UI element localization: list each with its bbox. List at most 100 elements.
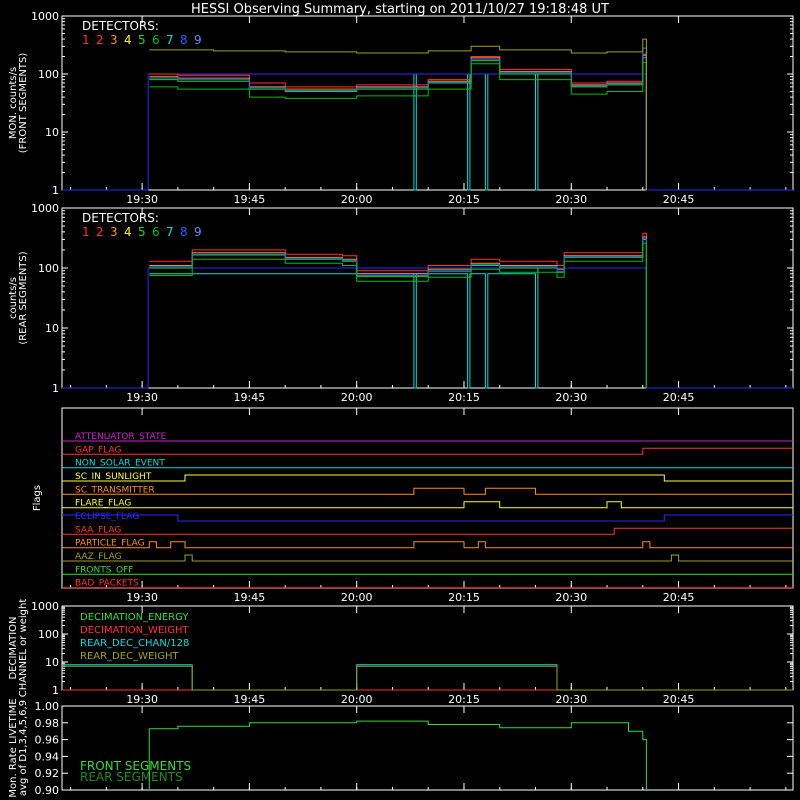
rear-xtick-label: 19:30 — [126, 391, 158, 404]
front-ylabel: (FRONT SEGMENTS) — [18, 53, 29, 154]
decimation-label: DECIMATION_ENERGY — [80, 612, 189, 623]
flag-line-9 — [62, 554, 793, 562]
front-series-3 — [149, 47, 647, 190]
flags-xtick-label: 20:15 — [448, 591, 480, 604]
front-legend-digit: 8 — [180, 33, 188, 47]
decimation-series-2 — [62, 664, 793, 691]
flag-label: PARTICLE_FLAG — [75, 539, 145, 549]
livetime-series-0 — [149, 720, 647, 742]
rear-ylabel: (REAR SEGMENTS) — [18, 251, 29, 344]
livetime-ylabel: avg of D1,3,4,5,6,9 — [18, 700, 29, 796]
decimation-xtick-label: 20:30 — [555, 693, 587, 706]
livetime-ytick-label: 0.96 — [35, 734, 60, 747]
front-ytick-label: 10 — [45, 126, 59, 139]
flag-label: NON_SOLAR_EVENT — [75, 459, 165, 469]
flags-xtick-label: 20:30 — [555, 591, 587, 604]
rear-ytick-label: 1 — [52, 382, 59, 395]
flag-line-8 — [62, 541, 793, 549]
rear-xtick-label: 19:45 — [234, 391, 266, 404]
rear-xtick-label: 20:15 — [448, 391, 480, 404]
decimation-series-3 — [62, 665, 793, 691]
livetime-ytick-label: 0.94 — [35, 750, 60, 763]
decimation-xtick-label: 20:15 — [448, 693, 480, 706]
flag-line-3 — [62, 474, 793, 482]
flag-label: SC_IN_SUNLIGHT — [75, 472, 152, 482]
rear-legend-digit: 1 — [82, 225, 90, 239]
flags-ylabel: Flags — [32, 485, 43, 511]
decimation-xtick-label: 19:30 — [126, 693, 158, 706]
rear-series-4 — [149, 242, 647, 388]
front-legend-digit: 2 — [96, 33, 104, 47]
decimation-label: REAR_DEC_WEIGHT — [80, 651, 179, 662]
rear-ylabel: counts/s — [8, 277, 19, 319]
front-xtick-label: 20:15 — [448, 193, 480, 206]
front-legend-digit: 3 — [110, 33, 118, 47]
front-frame — [61, 15, 794, 191]
decimation-ytick-label: 1000 — [31, 600, 59, 613]
flag-line-4 — [62, 487, 793, 495]
decimation-label: DECIMATION_WEIGHT — [80, 625, 189, 636]
rear-legend-digit: 7 — [166, 225, 174, 239]
flag-line-5 — [62, 501, 793, 509]
flag-label: ECLIPSE_FLAG — [75, 512, 139, 522]
flag-label: FRONTS_OFF — [75, 565, 133, 575]
decimation-ylabel: CHANNEL or weight — [18, 599, 29, 698]
front-xtick-label: 20:45 — [663, 193, 695, 206]
livetime-frame — [61, 705, 794, 791]
decimation-ylabel: DECIMATION — [8, 616, 19, 679]
decimation-xtick-label: 20:00 — [341, 693, 373, 706]
flag-label: ATTENUATOR_STATE — [75, 432, 167, 442]
front-xtick-label: 19:45 — [234, 193, 266, 206]
flag-label: BAD_PACKETS — [75, 579, 139, 589]
front-legend-digit: 6 — [152, 33, 160, 47]
livetime-ytick-label: 0.92 — [35, 767, 60, 780]
flag-label: SC_TRANSMITTER — [75, 485, 155, 495]
front-ytick-label: 1000 — [31, 10, 59, 23]
livetime-ytick-label: 0.98 — [35, 717, 60, 730]
rear-legend-digit: 4 — [124, 225, 132, 239]
front-dropout-0 — [149, 73, 647, 191]
rear-dropout-0 — [149, 267, 647, 389]
rear-xtick-label: 20:00 — [341, 391, 373, 404]
decimation-xtick-label: 19:45 — [234, 693, 266, 706]
front-legend-digit: 5 — [138, 33, 146, 47]
rear-ytick-label: 1000 — [31, 202, 59, 215]
front-ylabel: MON. counts/s — [8, 67, 19, 139]
front-legend-digit: 4 — [124, 33, 132, 47]
front-legend-title: DETECTORS: — [82, 19, 159, 33]
flag-label: AAZ_FLAG — [75, 552, 122, 562]
front-legend-digit: 9 — [194, 33, 202, 47]
front-legend-digit: 7 — [166, 33, 174, 47]
flag-label: FLARE_FLAG — [75, 499, 131, 509]
rear-legend-digit: 3 — [110, 225, 118, 239]
flags-xtick-label: 19:45 — [234, 591, 266, 604]
flags-xtick-label: 20:45 — [663, 591, 695, 604]
chart-title: HESSI Observing Summary, starting on 201… — [191, 2, 609, 17]
front-ytick-label: 1 — [52, 184, 59, 197]
decimation-ytick-label: 1 — [52, 684, 59, 697]
rear-legend-digit: 6 — [152, 225, 160, 239]
rear-legend-digit: 8 — [180, 225, 188, 239]
front-legend-digit: 1 — [82, 33, 90, 47]
front-series-4 — [149, 61, 647, 190]
livetime-ylabel: Mon. Rate LIVETIME — [8, 698, 19, 797]
flag-label: GAP_FLAG — [75, 445, 121, 455]
front-dropout-1 — [62, 73, 793, 191]
decimation-ytick-label: 100 — [38, 628, 59, 641]
front-xtick-label: 20:00 — [341, 193, 373, 206]
rear-ytick-label: 10 — [45, 322, 59, 335]
flags-xtick-label: 20:00 — [341, 591, 373, 604]
livetime-legend: FRONT SEGMENTS — [80, 759, 191, 773]
decimation-xtick-label: 20:45 — [663, 693, 695, 706]
front-xtick-label: 19:30 — [126, 193, 158, 206]
decimation-ytick-label: 10 — [45, 656, 59, 669]
rear-xtick-label: 20:30 — [555, 391, 587, 404]
flag-line-7 — [62, 527, 793, 535]
rear-xtick-label: 20:45 — [663, 391, 695, 404]
flags-xtick-label: 19:30 — [126, 591, 158, 604]
livetime-legend: REAR SEGMENTS — [80, 770, 183, 784]
rear-dropout-1 — [62, 267, 793, 389]
livetime-ytick-label: 1.00 — [35, 700, 60, 713]
